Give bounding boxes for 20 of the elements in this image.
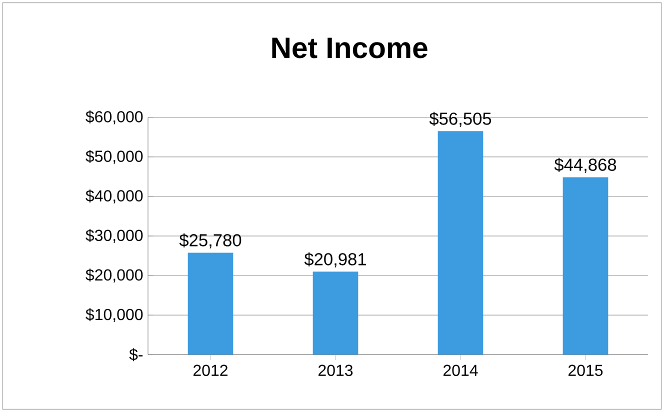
x-tick-label: 2015 — [568, 364, 603, 376]
y-tick-label: $30,000 — [86, 229, 143, 243]
bar — [438, 131, 484, 355]
y-tick-label: $- — [129, 348, 143, 362]
data-label: $25,780 — [179, 233, 242, 248]
data-label: $56,505 — [429, 112, 492, 127]
chart-title: Net Income — [272, 38, 428, 58]
bar — [188, 252, 234, 355]
x-tick-label: 2013 — [318, 364, 353, 376]
y-tick-label: $60,000 — [86, 110, 143, 124]
data-label: $20,981 — [304, 252, 366, 268]
bar — [562, 177, 608, 355]
x-tick-label: 2012 — [194, 364, 228, 376]
y-tick-label: $10,000 — [86, 308, 143, 322]
y-tick-label: $40,000 — [86, 190, 143, 204]
data-label: $44,868 — [554, 158, 616, 173]
y-tick-label: $20,000 — [86, 268, 143, 282]
bar — [312, 272, 358, 355]
x-tick-label: 2014 — [444, 364, 478, 376]
y-tick-label: $50,000 — [86, 150, 143, 164]
